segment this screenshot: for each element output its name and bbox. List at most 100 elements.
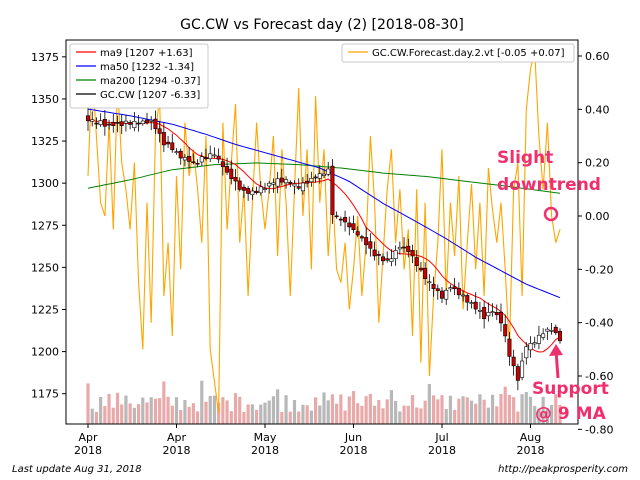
candle-body xyxy=(267,182,272,187)
candle-body xyxy=(465,295,470,303)
volume-bar xyxy=(520,394,524,424)
volume-bar xyxy=(267,400,271,424)
ma200-line xyxy=(87,162,561,194)
candle-body xyxy=(170,142,175,151)
candle-body xyxy=(246,188,251,194)
volume-bar xyxy=(410,395,415,424)
candle-body xyxy=(414,257,419,266)
volume-bar xyxy=(99,396,103,424)
annotation-layer: Slight downtrend Support @ 9 MA xyxy=(497,148,609,424)
volume-bar xyxy=(166,396,170,424)
left-axis: 1175 1200 1225 1250 1275 1300 1325 1350 1375 xyxy=(31,51,66,401)
volume-bar xyxy=(276,389,280,424)
candle-body xyxy=(300,182,305,192)
volume-bar xyxy=(136,404,141,424)
left-tick-label: 1175 xyxy=(31,388,59,401)
volume-bar xyxy=(394,400,398,424)
right-tick-label: -0.40 xyxy=(585,317,613,330)
volume-bar xyxy=(490,394,495,424)
candle-body xyxy=(132,121,137,129)
footer-last-update: Last update Aug 31, 2018 xyxy=(12,464,142,475)
volume-bar xyxy=(305,405,309,424)
candle-body xyxy=(524,346,529,359)
candle-body xyxy=(94,122,99,125)
candle-body xyxy=(402,246,407,249)
candle-body xyxy=(410,250,415,257)
candle-layer xyxy=(86,105,562,391)
volume-bar xyxy=(233,393,238,424)
candle-body xyxy=(469,302,474,304)
left-tick-label: 1225 xyxy=(31,303,59,316)
volume-bar xyxy=(288,411,292,424)
legend-left-box xyxy=(69,43,209,109)
candle-body xyxy=(241,186,246,191)
volume-bar xyxy=(217,402,221,424)
volume-bar xyxy=(398,411,402,424)
candle-body xyxy=(456,287,461,296)
volume-bar xyxy=(128,403,132,424)
right-tick-label: -0.60 xyxy=(585,370,613,383)
x-tick-label-year: 2018 xyxy=(428,444,456,457)
candle-body xyxy=(461,294,466,297)
volume-bar xyxy=(368,393,372,424)
volume-bar xyxy=(448,395,453,424)
volume-bar xyxy=(111,407,115,424)
volume-bar xyxy=(469,400,474,424)
legend-entry: GC.CW [1207 -6.33] xyxy=(100,90,200,101)
volume-bar xyxy=(90,408,94,424)
candle-body xyxy=(199,156,204,163)
chart-title: GC.CW vs Forecast day (2) [2018-08-30] xyxy=(180,17,464,33)
volume-bar xyxy=(153,398,158,424)
volume-bar xyxy=(545,408,549,424)
left-tick-label: 1350 xyxy=(31,93,59,106)
candle-body xyxy=(149,119,154,122)
candle-body xyxy=(275,178,280,187)
volume-bar xyxy=(149,397,153,424)
volume-bar xyxy=(478,394,482,424)
volume-bar xyxy=(558,404,562,424)
x-tick-label: Apr xyxy=(167,431,187,444)
volume-bar xyxy=(423,400,427,424)
candle-body xyxy=(191,161,196,164)
candle-body xyxy=(427,281,432,284)
volume-bar xyxy=(351,391,356,424)
candle-body xyxy=(385,258,390,261)
candle-body xyxy=(372,249,377,257)
volume-bar xyxy=(132,407,136,424)
x-tick-label-year: 2018 xyxy=(74,444,102,457)
candle-body xyxy=(452,286,457,290)
legend-entry: ma200 [1294 -0.37] xyxy=(100,76,201,87)
volume-bar xyxy=(170,405,174,424)
x-axis: Apr2018Apr2018May2018Jun2018Jul2018Aug20… xyxy=(74,424,545,457)
candle-body xyxy=(182,157,187,161)
volume-bar xyxy=(212,395,217,424)
plot-frame xyxy=(65,39,579,425)
annotation-circle-marker xyxy=(543,206,559,222)
volume-bar xyxy=(457,398,461,424)
candle-body xyxy=(368,241,373,249)
candle-body xyxy=(334,215,339,218)
volume-bar xyxy=(204,401,208,424)
candle-body xyxy=(166,141,171,145)
candle-body xyxy=(406,245,411,252)
candle-body xyxy=(115,122,120,124)
candle-body xyxy=(338,218,343,221)
candle-body xyxy=(225,166,230,173)
candle-body xyxy=(220,161,225,168)
legend-entry: ma9 [1207 +1.63] xyxy=(100,48,193,59)
legend-entry-forecast: GC.CW.Forecast.day.2.vt [-0.05 +0.07] xyxy=(372,48,565,59)
candle-body xyxy=(86,115,91,122)
right-tick-label: -0.80 xyxy=(585,423,613,436)
volume-bar xyxy=(187,406,191,424)
volume-bar xyxy=(461,396,465,424)
volume-bar xyxy=(347,396,351,424)
volume-bar xyxy=(486,407,490,424)
x-tick-label: May xyxy=(254,431,277,444)
candle-body xyxy=(254,190,259,193)
candle-body xyxy=(553,326,558,334)
volume-bar xyxy=(427,383,431,424)
volume-bar xyxy=(86,383,90,424)
candle-body xyxy=(536,334,541,344)
right-tick-label: -0.20 xyxy=(585,263,613,276)
